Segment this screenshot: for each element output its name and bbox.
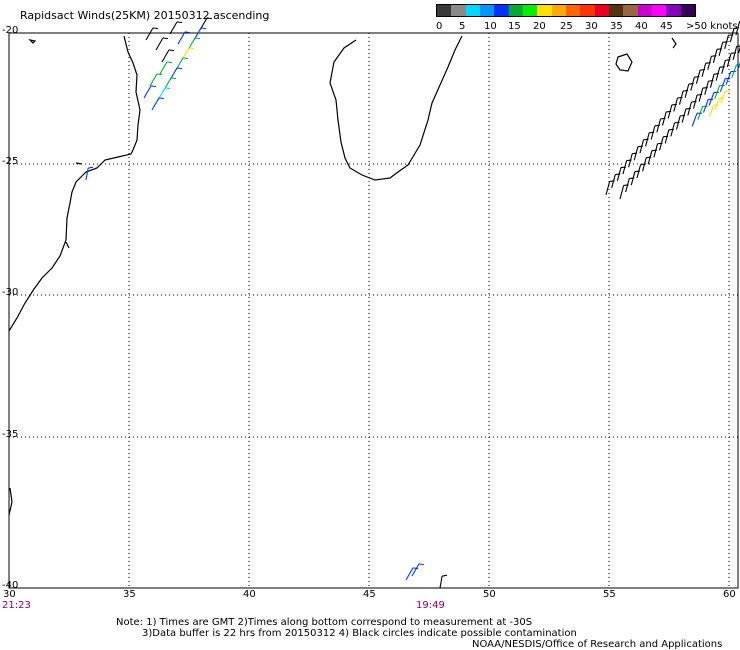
colorbar-swatch-11 bbox=[594, 5, 609, 16]
wind-barb bbox=[702, 98, 714, 113]
colorbar-swatch-16 bbox=[666, 5, 681, 16]
wind-barb bbox=[731, 64, 740, 78]
wind-barb bbox=[439, 574, 448, 589]
colorbar-swatch-3 bbox=[479, 5, 495, 16]
longitude-label: 35 bbox=[123, 589, 136, 600]
colorbar-tick-label: 35 bbox=[610, 21, 623, 32]
wind-barb bbox=[161, 49, 175, 63]
colorbar-swatch-15 bbox=[651, 5, 667, 16]
colorbar-tick-label: >50 knots bbox=[686, 21, 738, 32]
colorbar-swatch-6 bbox=[522, 5, 538, 16]
island-small-3 bbox=[65, 241, 70, 249]
wind-barb bbox=[85, 166, 94, 181]
island-reunion bbox=[615, 53, 633, 72]
time-label-middle: 19:49 bbox=[416, 600, 445, 611]
colorbar-swatch-8 bbox=[551, 5, 566, 16]
island-mauritius bbox=[671, 37, 677, 49]
colorbar-swatch-13 bbox=[623, 5, 638, 16]
colorbar-swatch-17 bbox=[680, 5, 695, 16]
colorbar-swatch-10 bbox=[580, 5, 595, 16]
colorbar-swatch-0 bbox=[437, 5, 452, 16]
latitude-label: -20 bbox=[2, 25, 19, 36]
colorbar-tick-label: 10 bbox=[484, 21, 497, 32]
wind-barb bbox=[708, 91, 719, 106]
wind-barb bbox=[411, 563, 425, 577]
island-small-1 bbox=[28, 39, 37, 44]
longitude-label: 45 bbox=[363, 589, 376, 600]
wind-barb bbox=[735, 20, 740, 36]
wind-barb bbox=[714, 97, 725, 110]
longitude-label: 55 bbox=[603, 589, 616, 600]
wind-barb bbox=[691, 112, 702, 127]
colorbar-swatch-14 bbox=[637, 5, 652, 16]
wind-barbs bbox=[85, 17, 740, 589]
colorbar-tick-label: 45 bbox=[660, 21, 673, 32]
latitude-label: -25 bbox=[2, 156, 19, 167]
colorbar-swatch-1 bbox=[451, 5, 466, 16]
wind-speed-colorbar bbox=[436, 4, 696, 17]
wind-barb bbox=[725, 70, 736, 85]
wind-barb bbox=[405, 567, 419, 581]
colorbar-tick-label: 40 bbox=[635, 21, 648, 32]
colorbar-swatch-7 bbox=[537, 5, 552, 16]
map-frame bbox=[8, 32, 739, 589]
time-label-left: 21:23 bbox=[2, 600, 31, 611]
colorbar-swatch-9 bbox=[565, 5, 581, 16]
island-small-2 bbox=[75, 162, 83, 165]
colorbar-swatch-2 bbox=[465, 5, 480, 16]
wind-barb bbox=[708, 104, 719, 117]
colorbar-tick-label: 25 bbox=[560, 21, 573, 32]
longitude-label: 40 bbox=[243, 589, 256, 600]
wind-barb bbox=[151, 97, 165, 111]
longitude-label: 60 bbox=[723, 589, 736, 600]
colorbar-tick-label: 0 bbox=[436, 21, 443, 32]
africa-coastline bbox=[8, 35, 141, 332]
wind-barb bbox=[169, 21, 183, 35]
wind-barb bbox=[159, 61, 173, 75]
madagascar-coastline bbox=[329, 35, 463, 181]
note-line-1: Note: 1) Times are GMT 2)Times along bot… bbox=[116, 617, 533, 628]
wind-barb bbox=[143, 85, 157, 99]
wind-barb bbox=[714, 84, 725, 99]
colorbar-tick-label: 30 bbox=[585, 21, 598, 32]
colorbar-tick-label: 20 bbox=[533, 21, 546, 32]
longitude-label: 30 bbox=[3, 589, 16, 600]
wind-barb bbox=[720, 90, 730, 103]
note-line-2: 3)Data buffer is 22 hrs from 20150312 4)… bbox=[142, 628, 577, 639]
colorbar-tick-label: 15 bbox=[508, 21, 521, 32]
colorbar-swatch-5 bbox=[508, 5, 523, 16]
wind-barb bbox=[155, 37, 169, 51]
wind-barb bbox=[145, 27, 159, 41]
wind-barb bbox=[732, 45, 740, 61]
latitude-label: -40 bbox=[2, 580, 19, 591]
latitude-label: -35 bbox=[2, 429, 19, 440]
longitude-label: 50 bbox=[483, 589, 496, 600]
coastlines bbox=[8, 35, 677, 516]
colorbar-swatch-12 bbox=[608, 5, 624, 16]
latitude-label: -30 bbox=[2, 287, 19, 298]
wind-barb bbox=[719, 77, 731, 92]
note-line-3: NOAA/NESDIS/Office of Research and Appli… bbox=[472, 639, 723, 650]
grid-lines bbox=[8, 32, 738, 589]
island-small-4 bbox=[8, 487, 13, 516]
colorbar-swatch-4 bbox=[494, 5, 509, 16]
wind-barb bbox=[177, 31, 191, 45]
colorbar-tick-label: 5 bbox=[459, 21, 466, 32]
wind-barb bbox=[149, 73, 163, 87]
wind-barb bbox=[697, 105, 708, 120]
wind-barb bbox=[738, 45, 740, 54]
